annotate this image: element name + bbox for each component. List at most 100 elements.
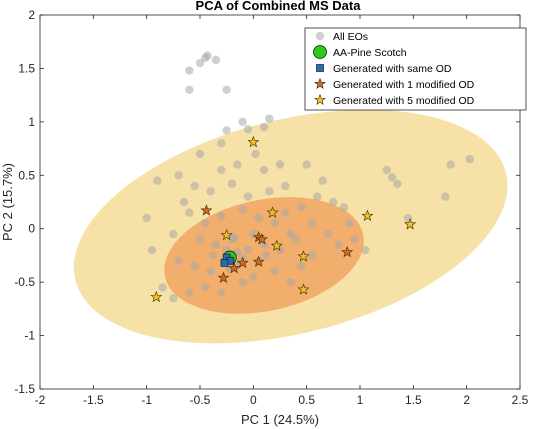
point-all-eos: [339, 203, 349, 212]
point-all-eos: [286, 277, 295, 287]
point-all-eos: [259, 165, 269, 175]
point-all-eos: [318, 176, 327, 185]
point-all-eos: [169, 229, 178, 239]
point-all-eos: [217, 288, 226, 298]
legend-label-aa-pine-scotch: AA-Pine Scotch: [333, 47, 407, 59]
point-all-eos: [229, 233, 239, 242]
point-all-eos: [190, 261, 199, 271]
point-all-eos: [147, 245, 157, 255]
point-generated-with-5-modified-od: [150, 290, 163, 303]
point-all-eos: [393, 179, 402, 189]
y-tick-label: -1.5: [14, 382, 35, 396]
point-all-eos: [217, 211, 226, 221]
y-tick-label: 1.5: [18, 61, 35, 75]
legend-marker-all-eos: [315, 31, 325, 41]
point-all-eos: [211, 240, 221, 249]
legend-item-all-eos: All EOs: [315, 31, 368, 43]
point-all-eos: [211, 55, 221, 65]
point-all-eos: [217, 165, 226, 175]
legend-item-generated-with-1-modified-od: Generated with 1 modified OD: [314, 77, 475, 91]
point-all-eos: [185, 288, 194, 298]
y-tick-label: 1: [28, 115, 35, 129]
point-all-eos: [243, 125, 253, 134]
point-all-eos: [222, 85, 231, 95]
point-all-eos: [441, 192, 450, 201]
legend-item-generated-with-5-modified-od: Generated with 5 modified OD: [314, 93, 475, 107]
point-all-eos: [307, 251, 317, 260]
x-tick-label: 2.5: [512, 393, 529, 407]
x-tick-label: -1.5: [83, 393, 104, 407]
point-all-eos: [281, 208, 290, 217]
point-all-eos: [350, 235, 359, 244]
point-all-eos: [238, 117, 247, 127]
point-generated-with-5-modified-od: [266, 206, 279, 218]
point-all-eos: [334, 240, 343, 249]
chart-title: PCA of Combined MS Data: [196, 0, 362, 13]
point-generated-with-1-modified-od: [341, 245, 354, 258]
axes-box: [39, 14, 521, 390]
point-all-eos: [206, 187, 215, 196]
point-all-eos: [243, 245, 253, 255]
point-all-eos: [158, 283, 167, 292]
legend-marker-aa-pine-scotch: [313, 45, 327, 59]
axes-layer: -2 -1.5 -1 -0.5 0 0.5 1 1.5 2 2.5-1.5-1-0.500.511…: [14, 8, 528, 407]
x-axis-label: PC 1 (24.5%): [241, 412, 319, 427]
point-all-eos: [208, 251, 217, 260]
point-all-eos: [313, 192, 322, 201]
point-generated-with-5-modified-od: [297, 250, 310, 262]
point-all-eos: [307, 219, 317, 228]
point-all-eos: [382, 165, 391, 175]
x-tick-label: 1.5: [405, 393, 422, 407]
point-all-eos: [281, 181, 290, 191]
point-all-eos: [465, 155, 475, 164]
point-generated-with-5-modified-od: [404, 218, 417, 230]
legend-label-generated-with-same-od: Generated with same OD: [333, 63, 452, 75]
point-generated-with-5-modified-od: [361, 209, 374, 221]
y-tick-label: 0: [28, 222, 35, 236]
point-generated-with-5-modified-od: [297, 283, 310, 295]
point-generated-with-5-modified-od: [270, 239, 283, 251]
point-all-eos: [270, 267, 279, 276]
point-generated-with-5-modified-od: [220, 228, 233, 241]
point-all-eos: [153, 176, 162, 185]
legend-label-generated-with-5-modified-od: Generated with 5 modified OD: [333, 95, 475, 107]
point-all-eos: [179, 197, 189, 207]
point-all-eos: [323, 229, 333, 239]
point-all-eos: [203, 51, 212, 60]
point-all-eos: [270, 219, 279, 228]
point-all-eos: [222, 126, 231, 135]
point-all-eos: [142, 213, 151, 223]
y-tick-label: 0.5: [18, 168, 35, 182]
x-tick-label: -1: [141, 393, 152, 407]
point-generated-with-1-modified-od: [252, 255, 265, 267]
point-all-eos: [259, 240, 269, 249]
point-generated-with-1-modified-od: [200, 204, 213, 216]
point-all-eos: [261, 251, 271, 260]
point-all-eos: [217, 139, 226, 148]
point-all-eos: [329, 197, 338, 207]
point-generated-with-1-modified-od: [236, 256, 249, 268]
point-all-eos: [190, 181, 199, 191]
point-all-eos: [185, 208, 194, 217]
x-tick-label: 0.5: [298, 393, 315, 407]
point-all-eos: [361, 245, 370, 255]
x-tick-label: 2: [463, 393, 470, 407]
point-all-eos: [291, 235, 301, 244]
x-tick-label: -0.5: [190, 393, 211, 407]
point-all-eos: [169, 293, 178, 303]
legend-marker-generated-with-1-modified-od: [314, 77, 326, 90]
legend-marker-generated-with-same-od: [316, 64, 324, 72]
point-all-eos: [185, 85, 194, 95]
legend-marker-generated-with-5-modified-od: [314, 93, 326, 106]
legend-item-aa-pine-scotch: AA-Pine Scotch: [313, 45, 407, 59]
point-all-eos: [206, 267, 215, 276]
point-generated-with-1-modified-od: [217, 271, 230, 283]
point-generated-with-same-od: [220, 259, 229, 267]
point-all-eos: [195, 235, 205, 244]
legend-label-all-eos: All EOs: [333, 31, 368, 43]
y-axis-label: PC 2 (15.7%): [0, 163, 15, 241]
point-all-eos: [286, 229, 295, 239]
point-all-eos: [195, 149, 205, 159]
point-all-eos: [185, 66, 194, 75]
